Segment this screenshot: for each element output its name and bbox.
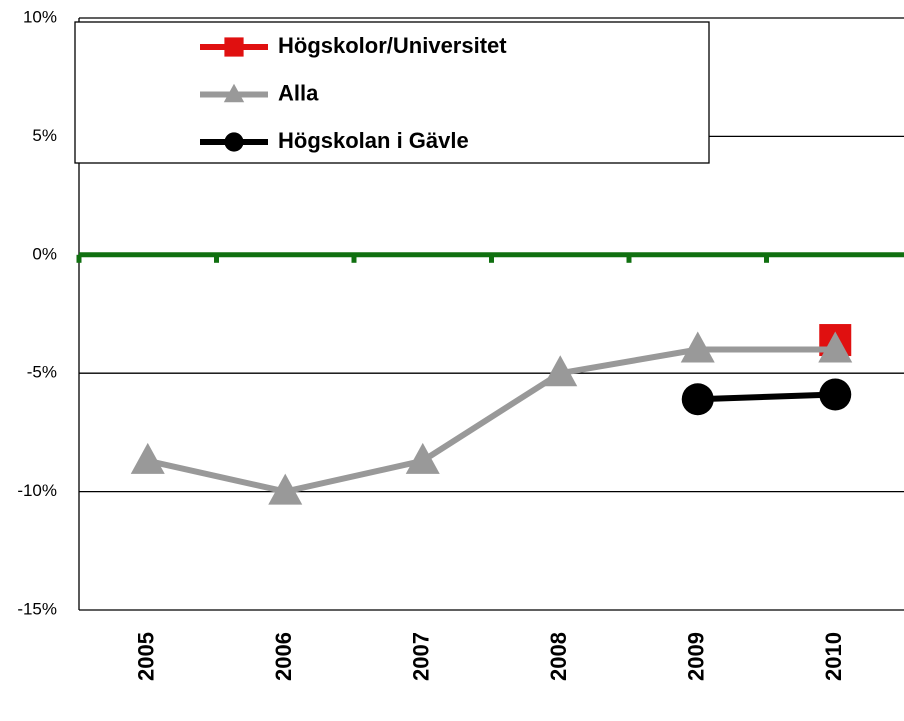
series [681, 378, 852, 416]
marker [405, 442, 440, 474]
legend-label: Högskolan i Gävle [278, 128, 469, 153]
marker [680, 331, 715, 363]
marker [223, 83, 245, 103]
x-tick-label: 2007 [409, 632, 434, 681]
legend-box [74, 21, 710, 164]
marker [681, 383, 714, 416]
marker [543, 355, 578, 387]
line [147, 346, 836, 495]
series [130, 331, 853, 505]
y-tick-label: 5% [32, 126, 57, 145]
x-tick-label: 2008 [546, 632, 571, 681]
y-tick-label: -10% [17, 481, 57, 500]
legend: Högskolor/Universitet Alla Högskolan i Gäv… [74, 21, 710, 164]
y-tick-label: -15% [17, 599, 57, 618]
legend-label: Alla [278, 80, 319, 105]
marker [224, 132, 244, 152]
x-tick-label: 2009 [684, 632, 709, 681]
marker [268, 473, 303, 505]
y-tick-label: 0% [32, 244, 57, 263]
marker [819, 378, 852, 411]
marker [224, 37, 244, 57]
x-tick-label: 2010 [821, 632, 846, 681]
legend-label: Högskolor/Universitet [278, 33, 507, 58]
y-tick-label: 10% [23, 7, 57, 26]
line [697, 391, 836, 403]
x-tick-label: 2006 [271, 632, 296, 681]
marker [130, 442, 165, 474]
x-tick-label: 2005 [134, 632, 159, 681]
marker [818, 331, 853, 363]
y-tick-label: -5% [27, 363, 57, 382]
